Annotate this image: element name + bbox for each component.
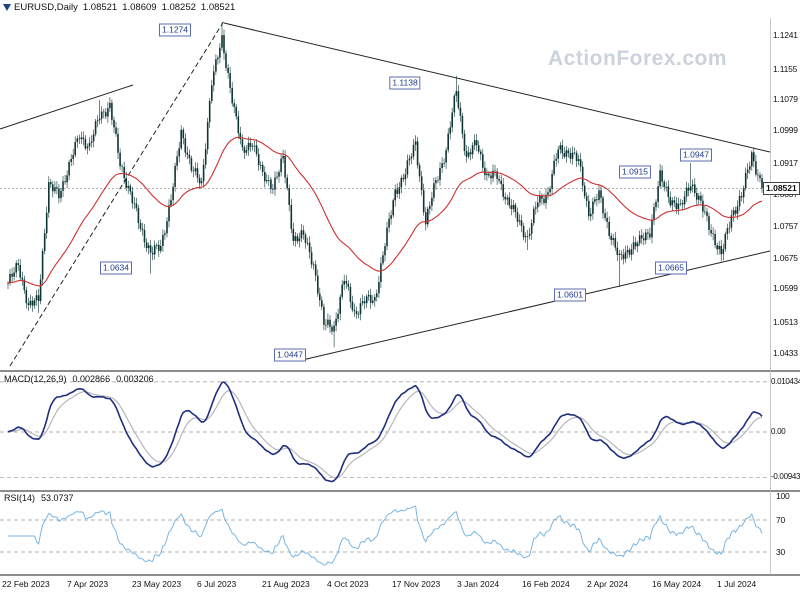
rsi-value: 53.0737: [41, 493, 74, 503]
symbol-title: EURUSD,Daily: [14, 2, 78, 13]
macd-label: MACD(12,26,9): [4, 374, 67, 384]
current-price-tag: 1.08521: [763, 182, 800, 195]
macd-value-1: 0.002866: [72, 374, 111, 384]
ohlc-high: 1.08609: [122, 2, 157, 13]
ohlc-close: 1.08521: [200, 2, 236, 13]
rsi-label: RSI(14): [4, 493, 36, 503]
ohlc-open: 1.08521: [82, 2, 118, 13]
macd-value-2: 0.003206: [116, 374, 154, 384]
rsi-panel-header: RSI(14) 53.0737: [4, 493, 80, 503]
symbol-triangle-icon: [3, 3, 11, 11]
ohlc-low: 1.08252: [161, 2, 196, 13]
macd-panel-header: MACD(12,26,9) 0.002866 0.003206: [4, 374, 160, 384]
watermark: ActionForex.com: [548, 47, 728, 70]
chart-header: EURUSD,Daily 1.08521 1.08609 1.08252 1.08521: [3, 2, 235, 13]
